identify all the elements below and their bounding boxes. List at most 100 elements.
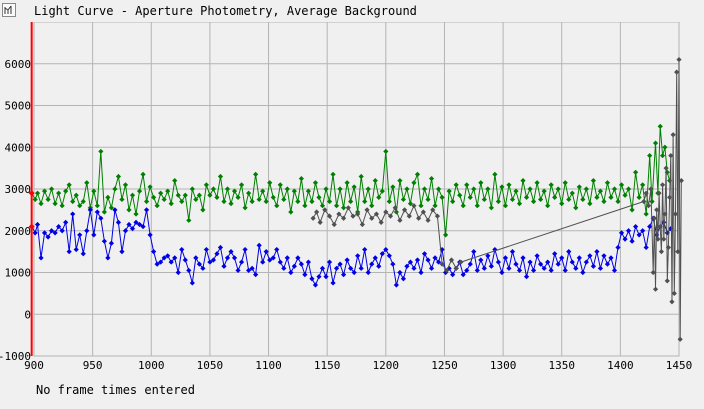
data-point (425, 196, 431, 203)
data-point (154, 203, 160, 209)
data-point (541, 265, 547, 271)
data-point (453, 265, 459, 271)
data-point (604, 180, 611, 186)
data-point (428, 265, 435, 271)
data-point (291, 263, 297, 269)
data-point (161, 255, 167, 261)
data-point (309, 276, 315, 282)
data-point (336, 211, 342, 217)
data-point (175, 269, 181, 276)
data-point (657, 223, 663, 230)
data-point (310, 215, 316, 221)
data-point (295, 255, 301, 261)
data-point (151, 249, 157, 255)
series-1 (29, 207, 674, 288)
data-point (94, 209, 100, 215)
data-point (552, 251, 558, 257)
data-point (281, 196, 287, 203)
data-point (372, 255, 378, 261)
data-point (365, 269, 371, 276)
data-point (326, 213, 333, 219)
data-point (668, 226, 674, 232)
data-point (172, 178, 178, 184)
data-point (467, 194, 473, 200)
data-point (675, 249, 681, 255)
data-point (513, 261, 519, 267)
data-point (317, 219, 323, 225)
data-point (52, 230, 58, 236)
data-point (337, 186, 343, 192)
data-point (221, 263, 227, 269)
data-point (618, 182, 625, 188)
data-point (387, 213, 394, 219)
data-point (509, 249, 516, 255)
data-point (376, 263, 382, 269)
data-point (677, 336, 683, 342)
data-point (207, 259, 213, 265)
data-point (80, 251, 86, 257)
data-point (414, 171, 421, 177)
data-point (641, 198, 647, 205)
data-point (108, 240, 114, 246)
data-point (650, 269, 656, 276)
data-point (608, 194, 614, 200)
data-point (625, 228, 632, 234)
data-point (274, 246, 280, 253)
data-point (656, 190, 662, 196)
data-point (359, 221, 365, 228)
data-point (193, 196, 199, 203)
data-point (397, 178, 403, 184)
data-point (129, 192, 136, 198)
data-point (284, 186, 290, 192)
data-point (133, 211, 139, 217)
data-point (538, 196, 544, 203)
data-point (80, 198, 86, 205)
data-point (651, 215, 657, 221)
data-point (263, 198, 269, 205)
data-point (471, 249, 477, 255)
data-point (566, 249, 572, 255)
data-point (333, 265, 340, 271)
data-point (312, 180, 319, 186)
data-point (625, 186, 632, 192)
data-point (372, 178, 378, 184)
data-point (161, 196, 167, 203)
data-point (516, 201, 523, 207)
data-point (590, 263, 596, 269)
data-point (640, 182, 646, 188)
data-point (376, 194, 382, 200)
data-point (527, 259, 533, 265)
x-tick-label: 1000 (138, 359, 165, 372)
data-point (576, 184, 582, 190)
y-tick-label: 5000 (5, 100, 32, 113)
series-2 (310, 56, 684, 342)
data-point (253, 171, 259, 177)
data-point (316, 194, 322, 200)
data-point (34, 221, 41, 228)
data-point (63, 219, 69, 225)
data-point (140, 171, 146, 177)
data-point (495, 198, 501, 205)
title-bar: Light Curve - Aperture Photometry, Avera… (0, 0, 704, 22)
data-point (390, 184, 396, 190)
plot-frame (33, 21, 680, 357)
data-point (615, 244, 621, 251)
data-point (669, 299, 675, 305)
data-point (355, 211, 361, 217)
y-tick-label: 0 (24, 308, 31, 321)
light-curve-app-icon[interactable] (2, 3, 16, 17)
data-point (411, 203, 417, 209)
series-line (31, 209, 672, 287)
x-tick-label: 900 (24, 359, 44, 372)
data-point (369, 203, 375, 209)
data-point (70, 198, 76, 205)
data-point (587, 201, 593, 207)
data-point (629, 238, 635, 244)
data-point (434, 213, 441, 219)
data-point (168, 259, 174, 265)
data-point (351, 269, 357, 276)
data-point (652, 286, 659, 292)
data-point (379, 251, 385, 257)
data-point (439, 246, 445, 253)
data-point (418, 269, 424, 276)
